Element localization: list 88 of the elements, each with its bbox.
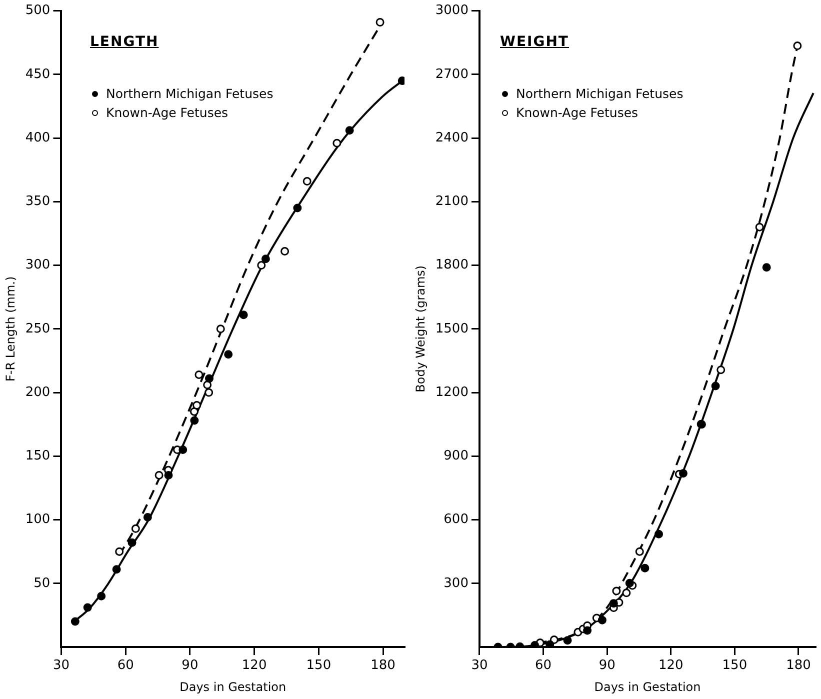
y-tick-label: 2100: [435, 194, 468, 210]
y-tick-label: 300: [444, 576, 468, 591]
y-tick-label: 2400: [435, 130, 468, 146]
point: [654, 530, 664, 538]
point: [115, 547, 124, 556]
point: [204, 388, 214, 397]
point: [128, 538, 136, 547]
point: [302, 177, 312, 186]
point: [293, 204, 302, 212]
point: [583, 626, 592, 635]
y-tick-label: 1500: [435, 321, 468, 336]
y-tick-label: 900: [444, 448, 468, 464]
x-tick-label: 90: [182, 658, 198, 674]
point: [257, 261, 266, 270]
y-tick-label: 250: [25, 321, 50, 336]
text: LENGTH: [90, 34, 159, 50]
point: [546, 640, 554, 647]
point: [131, 524, 140, 533]
y-tick-label: 50: [34, 576, 50, 591]
point: [239, 310, 248, 320]
y-tick-label: 1800: [435, 258, 468, 273]
y-tick-label: 200: [25, 384, 50, 400]
point: [640, 564, 650, 572]
x-tick-label: 180: [370, 658, 396, 674]
x-tick-label: 150: [306, 658, 332, 674]
legend-label: Known-Age Fetuses: [106, 104, 228, 122]
point: [563, 636, 572, 645]
y-tick-label: 350: [25, 194, 50, 210]
x-tick-label: 180: [786, 658, 811, 674]
point: [625, 578, 634, 588]
point: [205, 374, 214, 383]
point: [190, 416, 199, 425]
point: [164, 470, 173, 480]
legend-label: Northern Michigan Fetuses: [516, 85, 684, 103]
legend-label: Northern Michigan Fetuses: [106, 85, 274, 103]
legend-label: Known-Age Fetuses: [516, 104, 638, 122]
y-axis-title: Body Weight (grams): [413, 265, 428, 392]
point: [612, 586, 621, 596]
point: [609, 599, 618, 608]
x-tick-label: 60: [535, 658, 552, 674]
x-tick-label: 120: [242, 658, 267, 674]
y-axis-title: F-R Length (mm.): [3, 276, 18, 382]
point: [192, 400, 202, 410]
y-tick-label: 150: [25, 448, 50, 464]
point: [83, 603, 92, 612]
point: [112, 565, 121, 574]
point: [755, 222, 764, 232]
point: [345, 126, 354, 135]
point: [598, 616, 606, 624]
x-tick-label: 90: [598, 658, 616, 674]
point: [194, 370, 204, 379]
point: [716, 366, 726, 374]
x-tick-label: 30: [52, 658, 70, 674]
x-axis-title: Days in Gestation: [180, 680, 286, 694]
y-tick-label: 600: [444, 512, 468, 528]
point: [178, 446, 188, 454]
point: [97, 592, 106, 600]
point: [280, 247, 290, 256]
point: [711, 382, 720, 390]
point: [622, 588, 631, 598]
y-tick-label: 3000: [435, 3, 468, 18]
y-tick-label: 100: [25, 512, 50, 528]
point: [216, 324, 225, 334]
point: [261, 254, 270, 264]
x-tick-label: 30: [471, 658, 488, 674]
point: [143, 512, 152, 522]
x-tick-label: 150: [722, 658, 748, 674]
point: [678, 469, 688, 478]
point: [224, 350, 233, 359]
y-tick-label: 450: [25, 66, 50, 82]
point: [762, 263, 771, 272]
point: [635, 547, 644, 556]
y-tick-label: 500: [25, 3, 50, 18]
y-tick-label: 1200: [435, 384, 468, 400]
y-tick-label: 300: [25, 258, 50, 273]
x-axis-title: Days in Gestation: [594, 680, 701, 694]
point: [154, 470, 164, 480]
point: [190, 407, 198, 416]
x-tick-label: 120: [658, 658, 684, 674]
y-tick-label: 400: [25, 130, 50, 146]
point: [793, 42, 802, 50]
x-tick-label: 60: [117, 658, 134, 674]
point: [332, 138, 342, 148]
point: [70, 617, 80, 626]
y-tick-label: 2700: [435, 66, 468, 82]
point: [376, 18, 384, 26]
point: [203, 380, 212, 390]
text: WEIGHT: [500, 34, 569, 50]
